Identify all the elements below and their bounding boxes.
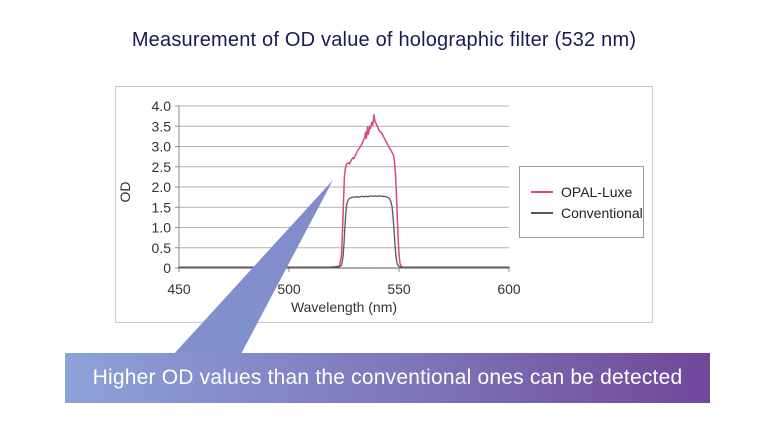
page-title: Measurement of OD value of holographic f…	[131, 29, 637, 51]
svg-text:3.0: 3.0	[152, 139, 172, 155]
svg-text:4.0: 4.0	[152, 98, 172, 114]
legend-label-opal-luxe: OPAL-Luxe	[561, 183, 633, 200]
svg-text:550: 550	[387, 281, 411, 297]
svg-text:1.5: 1.5	[152, 199, 172, 215]
svg-text:2.5: 2.5	[152, 159, 172, 175]
legend-item-opal-luxe: OPAL-Luxe	[531, 185, 643, 199]
svg-text:0: 0	[163, 260, 171, 276]
legend-label-conventional: Conventional	[561, 204, 643, 221]
svg-text:OD: OD	[117, 182, 133, 203]
opal-luxe-line-swatch	[531, 190, 553, 193]
conventional-line-swatch	[531, 211, 553, 214]
svg-text:3.5: 3.5	[152, 118, 172, 134]
svg-text:600: 600	[497, 281, 521, 297]
svg-text:0.5: 0.5	[152, 240, 172, 256]
callout-banner-text: Higher OD values than the conventional o…	[92, 366, 683, 389]
svg-text:1.0: 1.0	[152, 220, 172, 236]
legend-item-conventional: Conventional	[531, 206, 643, 220]
svg-text:2.0: 2.0	[152, 179, 172, 195]
chart-legend: OPAL-Luxe Conventional	[519, 166, 644, 238]
chart-container: 0 0.5 1.0 1.5 2.0 2.5 3.0 3.5 4.0 450 500 550 600 OD W…	[115, 86, 653, 323]
svg-text:500: 500	[277, 281, 301, 297]
callout-banner: Higher OD values than the conventional o…	[65, 353, 710, 403]
svg-text:450: 450	[167, 281, 191, 297]
svg-text:Wavelength (nm): Wavelength (nm)	[291, 299, 397, 315]
